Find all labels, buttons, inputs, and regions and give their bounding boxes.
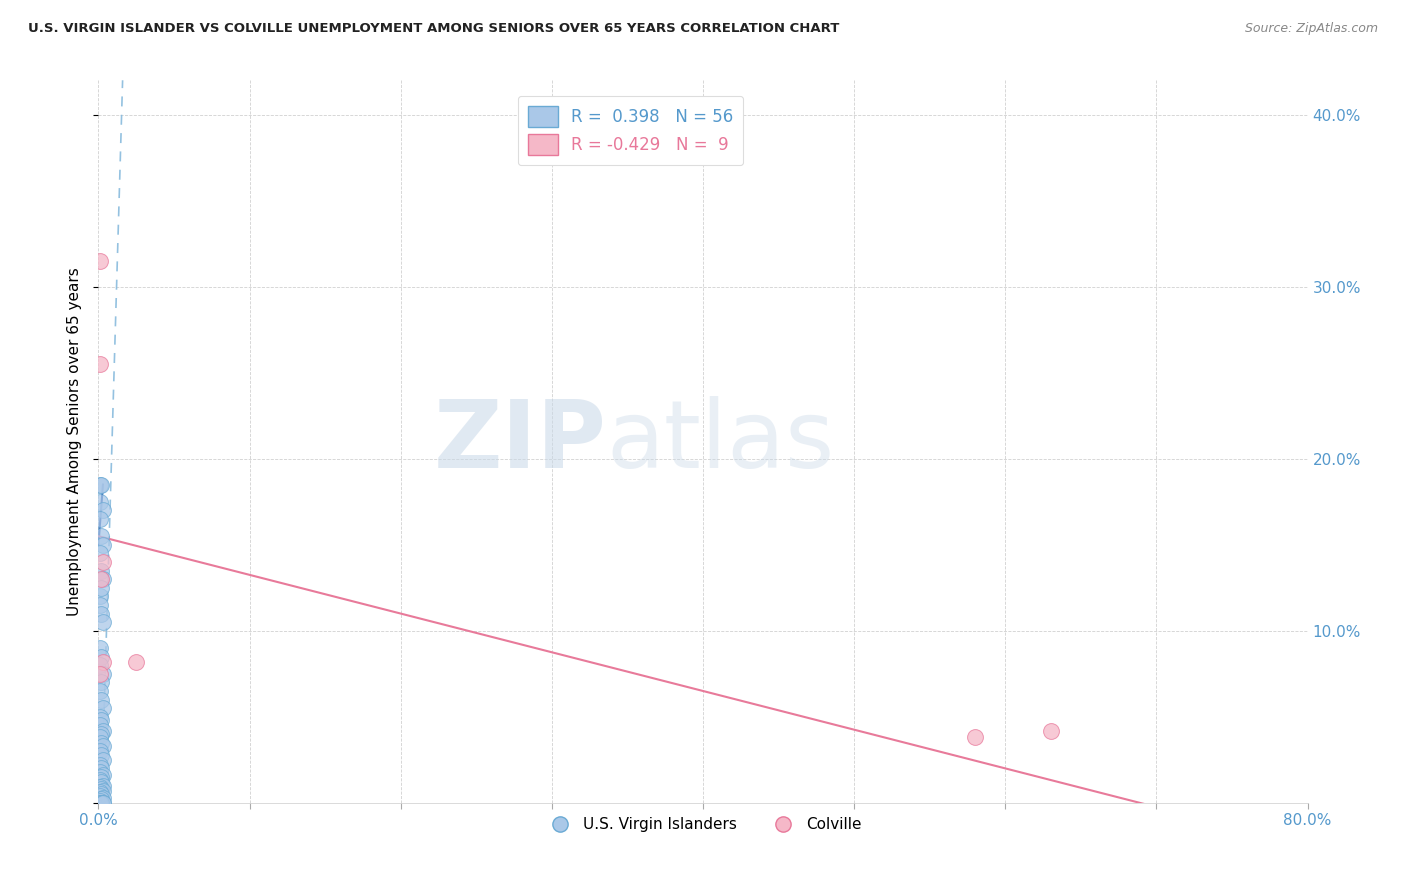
Point [91,538,114,552]
Point [90,796,112,810]
Point [89,546,111,560]
Point [90,713,112,727]
Point [91,796,114,810]
Point [91,555,114,569]
Point [90,775,112,789]
Point [89,773,111,788]
Point [90,692,112,706]
Point [91,615,114,630]
Point [90,564,112,578]
Point [91,723,114,738]
Point [965,731,987,745]
Point [90,747,112,762]
Point [91,796,114,810]
Point [91,768,114,782]
Point [90,649,112,664]
Point [90,770,112,784]
Point [89,494,111,508]
Point [91,701,114,715]
Point [125,655,148,669]
Text: U.S. VIRGIN ISLANDER VS COLVILLE UNEMPLOYMENT AMONG SENIORS OVER 65 YEARS CORREL: U.S. VIRGIN ISLANDER VS COLVILLE UNEMPLO… [28,22,839,36]
Point [89,598,111,612]
Point [1039,723,1062,738]
Point [91,572,114,586]
Text: atlas: atlas [606,395,835,488]
Point [89,590,111,604]
Point [89,718,111,732]
Point [89,666,111,681]
Point [89,357,111,371]
Point [91,784,114,798]
Point [90,727,112,741]
Point [89,789,111,803]
Point [89,658,111,673]
Point [90,735,112,749]
Point [89,780,111,795]
Point [89,710,111,724]
Point [90,675,112,690]
Point [91,753,114,767]
Point [89,796,111,810]
Point [91,739,114,753]
Point [91,666,114,681]
Point [91,790,114,805]
Point [90,477,112,491]
Point [90,761,112,775]
Point [90,529,112,543]
Point [91,779,114,793]
Point [89,794,111,808]
Point [90,792,112,806]
Point [89,253,111,268]
Point [90,787,112,801]
Point [90,572,112,586]
Point [91,503,114,517]
Point [89,684,111,698]
Point [90,607,112,621]
Point [89,477,111,491]
Point [89,785,111,799]
Text: Source: ZipAtlas.com: Source: ZipAtlas.com [1244,22,1378,36]
Point [89,758,111,772]
Point [90,782,112,797]
Point [90,581,112,595]
Point [89,731,111,745]
Point [89,744,111,758]
Point [89,512,111,526]
Point [89,764,111,779]
Point [89,640,111,655]
Point [90,796,112,810]
Y-axis label: Unemployment Among Seniors over 65 years: Unemployment Among Seniors over 65 years [67,268,83,615]
Legend: U.S. Virgin Islanders, Colville: U.S. Virgin Islanders, Colville [538,812,868,838]
Point [91,655,114,669]
Text: ZIP: ZIP [433,395,606,488]
